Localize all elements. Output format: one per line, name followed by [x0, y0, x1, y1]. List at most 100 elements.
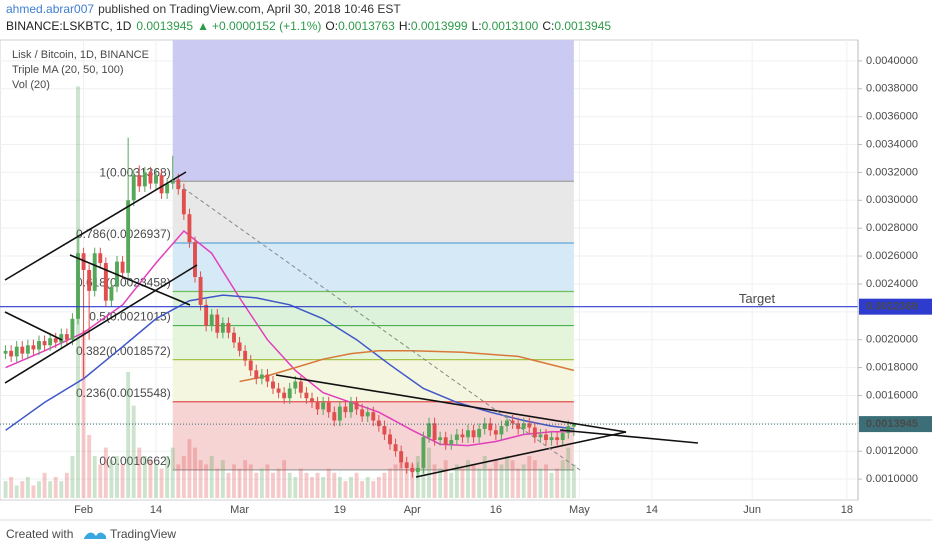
candle-body — [527, 423, 532, 428]
volume-bar — [154, 464, 158, 498]
candle-body — [70, 318, 75, 340]
candle-body — [265, 374, 270, 382]
candle-body — [310, 398, 314, 403]
volume-bar — [53, 477, 58, 498]
candle-body — [193, 242, 197, 277]
triangle-bottom — [415, 431, 627, 478]
candle-body — [521, 423, 526, 429]
volume-bar — [349, 477, 353, 498]
volume-bar — [460, 468, 465, 498]
legend-ma: Triple MA (20, 50, 100) — [12, 64, 123, 76]
triangle-extension — [559, 429, 699, 444]
price-tag — [859, 298, 932, 315]
volume-bar — [382, 472, 387, 498]
candle-body — [9, 350, 14, 357]
price: 0.0013945 — [136, 19, 193, 33]
volume-bar — [538, 468, 543, 498]
volume-bar — [243, 460, 248, 498]
y-tick-label: 0.0012000 — [866, 445, 918, 457]
candle-body — [76, 253, 80, 319]
volume-bar — [59, 481, 64, 498]
volume-bar — [98, 464, 103, 498]
candle-body — [120, 261, 125, 273]
candle-body — [187, 214, 192, 243]
x-tick-label: Feb — [74, 504, 93, 516]
candle-body — [103, 263, 108, 301]
volume-bar — [471, 464, 476, 498]
volume-bar — [265, 464, 270, 498]
published: published on TradingView.com, April 30, … — [98, 2, 401, 16]
candle-body — [81, 253, 86, 270]
y-tick-label: 0.0016000 — [866, 389, 918, 401]
candle-body — [53, 338, 58, 343]
volume-bar — [493, 460, 498, 498]
brand[interactable]: TradingView — [110, 527, 176, 541]
candle-body — [488, 423, 493, 431]
volume-bar — [64, 472, 69, 498]
candle-body — [215, 314, 220, 333]
candle-body — [198, 276, 203, 305]
volume-bar — [159, 468, 164, 498]
open: 0.0013763 — [338, 19, 395, 33]
candle-body — [254, 370, 259, 379]
volume-bar — [87, 435, 92, 498]
volume-bar — [432, 464, 437, 498]
candle-body — [37, 341, 41, 350]
candle-body — [549, 437, 554, 441]
volume-bar — [488, 468, 493, 498]
candle-body — [321, 402, 326, 410]
volume-bar — [148, 460, 153, 498]
author[interactable]: ahmed.abrar007 — [6, 2, 94, 16]
volume-bar — [103, 447, 108, 498]
volume-bar — [42, 472, 47, 498]
volume-bar — [204, 464, 209, 498]
candle-body — [298, 381, 303, 393]
volume-bar — [9, 477, 14, 498]
volume-bar — [259, 468, 264, 498]
volume-bar — [315, 472, 320, 498]
volume-bar — [532, 460, 537, 498]
x-tick-label: May — [569, 504, 590, 516]
fib-label: 1(0.0031368) — [99, 165, 170, 179]
footer: Created with TradingView — [0, 519, 932, 541]
volume-bar — [120, 464, 125, 498]
fib-label: 0.786(0.0026937) — [76, 227, 171, 241]
volume-bar — [209, 456, 214, 498]
volume-bar — [360, 481, 365, 498]
fib-extension-zone — [172, 40, 574, 182]
candle-body — [170, 179, 175, 184]
volume-bar — [466, 460, 470, 498]
volume-bar — [510, 460, 515, 498]
volume-bar — [254, 472, 259, 498]
quote-line: BINANCE:LSKBTC, 1D 0.0013945 ▲ +0.0000152 (… — [6, 19, 611, 33]
high: 0.0013999 — [411, 19, 468, 33]
volume-bar — [14, 485, 19, 498]
candle-body — [365, 412, 370, 417]
candle-body — [232, 332, 236, 343]
volume-bar — [31, 485, 36, 498]
y-tick-label: 0.0038000 — [866, 83, 918, 95]
candle-body — [538, 434, 543, 438]
x-tick-label: 19 — [334, 504, 346, 516]
candle-body — [505, 420, 509, 427]
candle-body — [482, 423, 487, 429]
y-tick-label: 0.0030000 — [866, 194, 918, 206]
candle-body — [259, 374, 264, 379]
volume-bar — [449, 472, 454, 498]
volume-bar — [343, 481, 348, 498]
candle-body — [293, 381, 298, 389]
logo — [84, 532, 106, 539]
price-tag-label: 0.0022369 — [866, 301, 918, 313]
created-with: Created with — [6, 527, 73, 541]
volume-bar — [170, 447, 175, 498]
volume-bar — [560, 460, 565, 498]
candle-body — [438, 437, 443, 441]
volume-bar — [81, 330, 86, 498]
candle-body — [460, 434, 465, 438]
flag-line — [69, 254, 191, 306]
volume-bar — [438, 468, 443, 498]
y-tick-label: 0.0020000 — [866, 334, 918, 346]
volume-bar — [37, 481, 41, 498]
candle-body — [226, 322, 231, 333]
candle-body — [532, 427, 537, 438]
